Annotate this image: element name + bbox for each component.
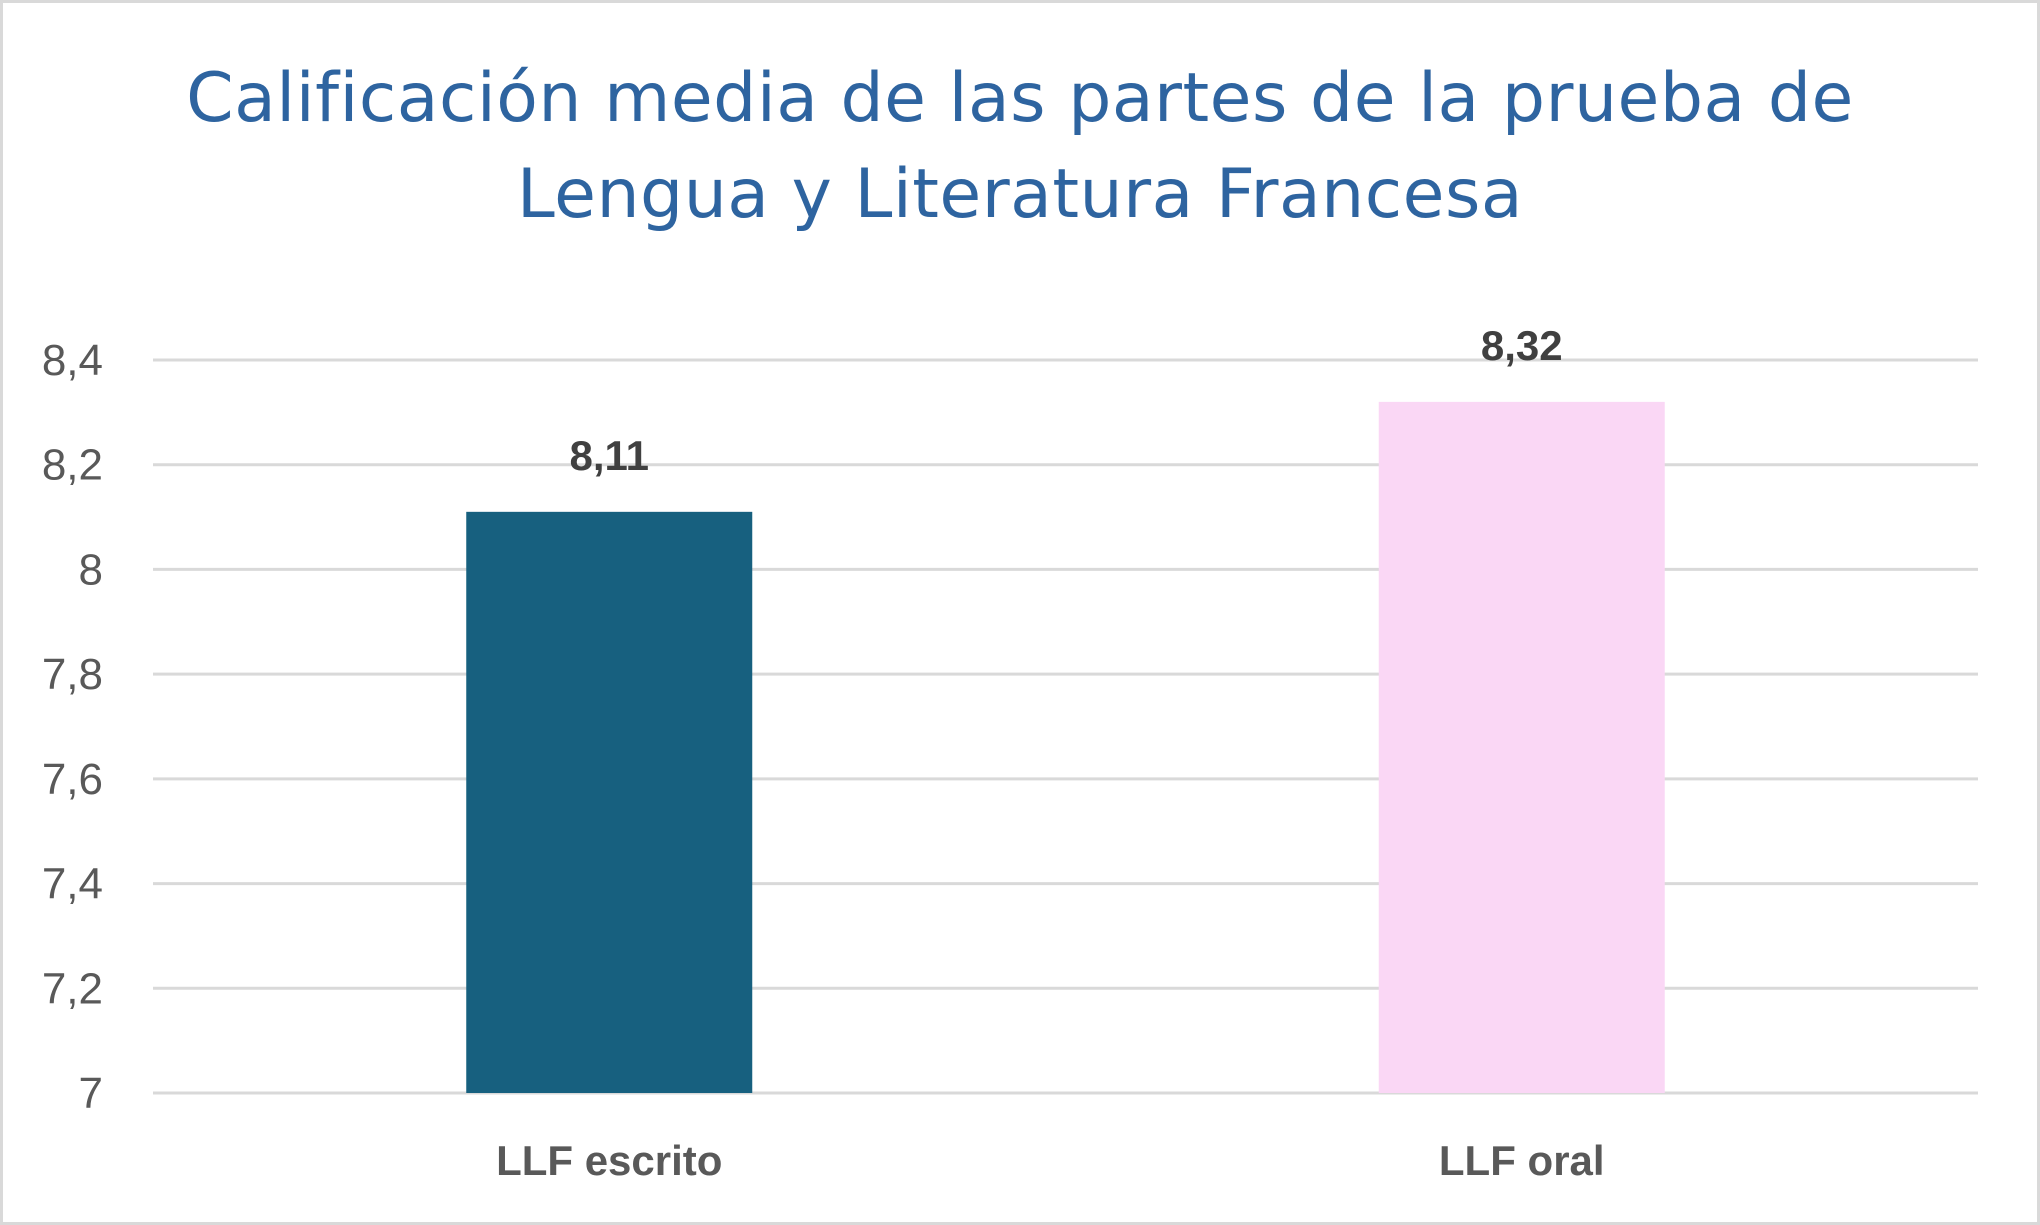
y-tick-label: 7 <box>79 1069 103 1118</box>
chart-plot-area: 7 7,2 7,4 7,6 7,8 8 8,2 8,4 8,11 8,32 LLF escrit… <box>42 322 1978 1184</box>
chart-title: Calificación media de las partes de la p… <box>186 59 1854 234</box>
y-tick-label: 8,4 <box>42 336 103 385</box>
x-tick-label: LLF oral <box>1439 1137 1605 1184</box>
y-axis-ticks: 7 7,2 7,4 7,6 7,8 8 8,2 8,4 <box>42 336 103 1118</box>
y-tick-label: 8,2 <box>42 441 103 490</box>
x-axis-ticks: LLF escrito LLF oral <box>496 1137 1605 1184</box>
bar <box>1378 401 1665 1093</box>
y-tick-label: 7,6 <box>42 755 103 804</box>
data-label: 8,32 <box>1481 322 1563 369</box>
y-tick-label: 7,4 <box>42 860 103 909</box>
y-tick-label: 8 <box>79 545 103 594</box>
x-tick-label: LLF escrito <box>496 1137 722 1184</box>
data-label: 8,11 <box>570 432 649 479</box>
data-labels: 8,11 8,32 <box>570 322 1563 479</box>
y-tick-label: 7,8 <box>42 650 103 699</box>
bar <box>466 511 753 1094</box>
y-tick-label: 7,2 <box>42 964 103 1013</box>
gridlines <box>153 358 1978 1095</box>
bars <box>466 401 1665 1094</box>
